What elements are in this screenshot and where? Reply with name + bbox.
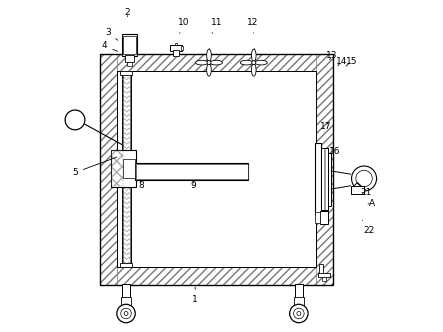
Circle shape (352, 166, 377, 191)
Ellipse shape (207, 49, 211, 62)
Bar (100, 54, 117, 285)
Bar (100, 267, 334, 285)
Bar (321, 148, 328, 210)
Ellipse shape (240, 60, 253, 65)
Bar (123, 71, 130, 267)
Text: 5: 5 (72, 157, 117, 177)
Text: 3: 3 (105, 28, 118, 40)
Bar (127, 62, 132, 66)
Ellipse shape (210, 60, 222, 65)
Bar (171, 45, 183, 51)
Bar (100, 54, 334, 71)
Text: 15: 15 (346, 57, 358, 66)
Bar (173, 50, 179, 56)
Circle shape (124, 311, 128, 315)
Text: 1: 1 (192, 287, 198, 304)
Bar (117, 71, 316, 267)
Circle shape (117, 304, 135, 323)
Bar (294, 297, 304, 306)
Circle shape (290, 304, 308, 323)
Bar (316, 54, 334, 285)
Text: 14: 14 (336, 57, 347, 66)
Bar (295, 284, 303, 298)
Text: 4: 4 (102, 41, 117, 51)
Circle shape (297, 311, 301, 315)
Circle shape (294, 308, 304, 319)
Ellipse shape (252, 64, 256, 76)
Text: 12: 12 (247, 18, 258, 33)
Circle shape (65, 110, 85, 130)
Bar (175, 43, 177, 45)
Text: 10: 10 (178, 18, 190, 33)
Text: 13: 13 (326, 51, 338, 60)
Bar (122, 284, 130, 298)
Bar (120, 71, 132, 75)
Text: A: A (368, 199, 375, 208)
Circle shape (121, 308, 131, 319)
Text: 8: 8 (138, 181, 144, 190)
Ellipse shape (252, 49, 256, 62)
Bar (351, 186, 364, 194)
Bar (136, 164, 248, 179)
Ellipse shape (207, 64, 211, 76)
Text: 11: 11 (211, 18, 222, 34)
Bar (315, 212, 319, 223)
Bar (319, 264, 323, 274)
Text: 21: 21 (360, 188, 371, 197)
Circle shape (252, 61, 256, 65)
Bar (124, 159, 135, 178)
Bar (120, 264, 132, 267)
Bar (320, 211, 327, 224)
Bar (328, 153, 331, 206)
Bar (121, 297, 131, 306)
Bar (122, 34, 137, 56)
Bar (122, 71, 131, 267)
Text: 17: 17 (319, 122, 331, 131)
Bar (124, 36, 136, 54)
Text: 2: 2 (125, 8, 131, 17)
Text: 16: 16 (329, 147, 341, 156)
Bar (112, 151, 123, 186)
Text: 9: 9 (190, 181, 196, 190)
Bar (125, 55, 134, 62)
Bar (111, 149, 136, 187)
Ellipse shape (195, 60, 208, 65)
Bar (135, 163, 249, 180)
Bar (321, 148, 328, 210)
Bar (100, 54, 334, 285)
Text: 22: 22 (362, 220, 375, 235)
Circle shape (207, 61, 211, 65)
Circle shape (356, 170, 372, 187)
Bar (322, 277, 326, 281)
Bar (318, 273, 330, 277)
Bar (181, 46, 183, 50)
Ellipse shape (255, 60, 267, 65)
Bar (315, 143, 321, 215)
